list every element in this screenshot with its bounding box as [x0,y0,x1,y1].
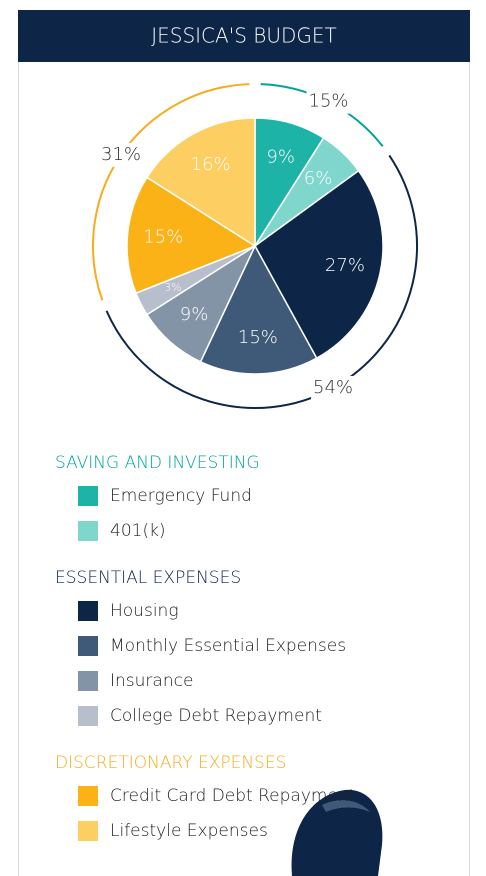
legend-label: Insurance [110,671,193,691]
slice-label: 15% [238,327,278,348]
legend-swatch [78,821,98,841]
legend-label: College Debt Repayment [110,706,322,726]
legend-swatch [78,601,98,621]
legend-heading: DISCRETIONARY EXPENSES [55,753,286,773]
group-label: 15% [309,91,349,112]
pie-slice [126,176,257,295]
group-label-bg [311,375,356,400]
group-label-bg [99,142,144,167]
legend-swatch [78,521,98,541]
legend-swatch [78,636,98,656]
slice-label: 3% [164,281,181,294]
slice-label: 27% [325,255,365,276]
legend-label: Monthly Essential Expenses [110,636,346,656]
slice-label: 9% [180,304,209,325]
pie-slice [254,169,384,360]
slice-label: 9% [266,146,295,167]
legend-heading: ESSENTIAL EXPENSES [55,568,241,588]
decoration [291,789,383,876]
legend-heading: SAVING AND INVESTING [55,453,260,473]
legend-swatch [78,486,98,506]
legend-label: 401(k) [110,521,166,541]
legend-label: Housing [110,601,179,621]
legend-label: Emergency Fund [110,486,252,506]
legend-label: Lifestyle Expenses [110,821,268,841]
chart-title: JESSICA'S BUDGET [151,24,337,48]
group-label: 54% [313,377,353,398]
legend-swatch [78,786,98,806]
pie-slice [145,117,256,248]
decoration-hair [322,800,370,812]
group-label-bg [306,89,351,114]
legend-swatch [78,706,98,726]
header [18,10,470,62]
slice-label: 16% [191,154,231,175]
pie-slice [199,244,318,375]
group-label: 31% [101,144,141,165]
slice-label: 15% [143,226,183,247]
legend-label: Credit Card Debt Repayment [110,786,355,806]
slice-label: 6% [304,168,333,189]
legend-swatch [78,671,98,691]
